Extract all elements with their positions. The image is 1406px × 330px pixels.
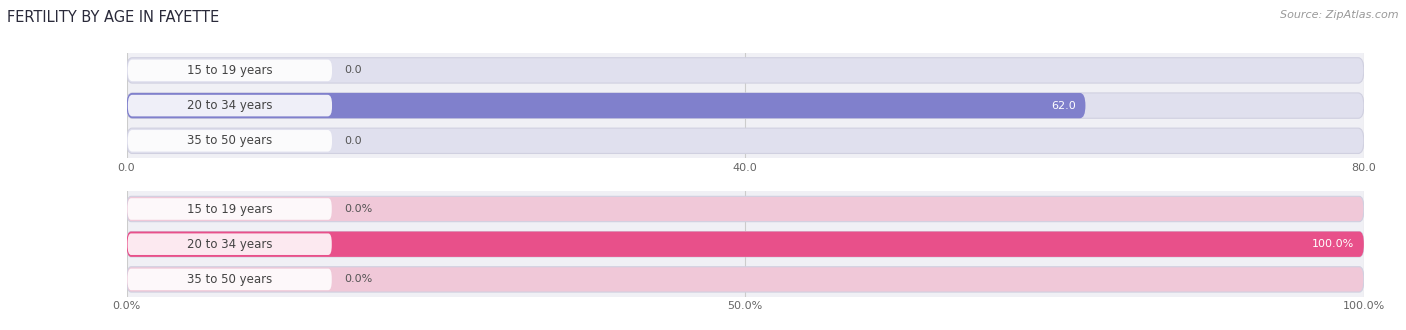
FancyBboxPatch shape [127, 93, 1364, 118]
FancyBboxPatch shape [127, 267, 1364, 292]
FancyBboxPatch shape [128, 269, 332, 290]
Text: 0.0: 0.0 [344, 65, 361, 75]
Text: Source: ZipAtlas.com: Source: ZipAtlas.com [1281, 10, 1399, 20]
Text: 15 to 19 years: 15 to 19 years [187, 203, 273, 215]
FancyBboxPatch shape [127, 128, 1364, 153]
Text: 0.0%: 0.0% [344, 275, 373, 284]
Text: 35 to 50 years: 35 to 50 years [187, 273, 273, 286]
Text: 15 to 19 years: 15 to 19 years [187, 64, 273, 77]
Text: 35 to 50 years: 35 to 50 years [187, 134, 273, 147]
FancyBboxPatch shape [128, 60, 332, 81]
Text: 100.0%: 100.0% [1312, 239, 1354, 249]
FancyBboxPatch shape [128, 130, 332, 151]
FancyBboxPatch shape [128, 95, 332, 116]
FancyBboxPatch shape [128, 198, 332, 220]
FancyBboxPatch shape [127, 93, 1085, 118]
Text: 62.0: 62.0 [1050, 101, 1076, 111]
FancyBboxPatch shape [127, 232, 1364, 257]
Text: 0.0: 0.0 [344, 136, 361, 146]
FancyBboxPatch shape [127, 196, 1364, 222]
Text: 20 to 34 years: 20 to 34 years [187, 99, 273, 112]
Text: FERTILITY BY AGE IN FAYETTE: FERTILITY BY AGE IN FAYETTE [7, 10, 219, 25]
FancyBboxPatch shape [127, 232, 1364, 257]
Text: 0.0%: 0.0% [344, 204, 373, 214]
FancyBboxPatch shape [127, 58, 1364, 83]
FancyBboxPatch shape [128, 233, 332, 255]
Text: 20 to 34 years: 20 to 34 years [187, 238, 273, 251]
